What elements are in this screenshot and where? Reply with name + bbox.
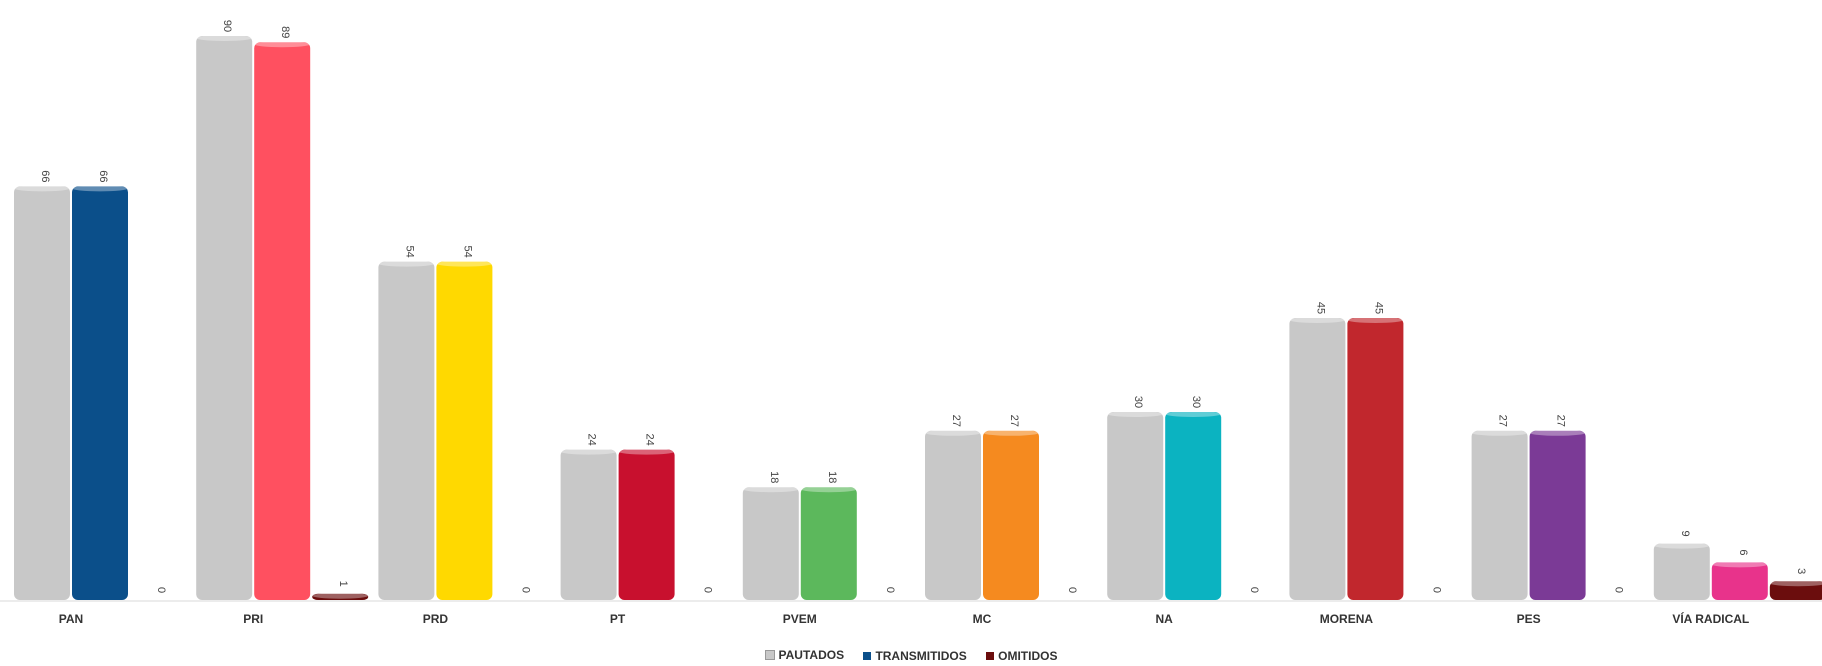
bar-pautados-na <box>1107 412 1164 600</box>
bar-cap-transmitidos-pri <box>254 41 311 48</box>
value-label-omitidos-pan: 0 <box>155 587 167 593</box>
value-label-omitidos-morena: 0 <box>1430 587 1442 593</box>
value-label-pautados-pt: 24 <box>586 433 598 445</box>
bar-transmitidos-mc <box>983 430 1039 600</box>
value-label-transmitidos-pes: 27 <box>1555 415 1567 427</box>
bar-cap-transmitidos-pt <box>618 448 675 455</box>
bar-cap-transmitidos-pan <box>72 185 128 192</box>
legend-swatch-pautados <box>764 650 775 660</box>
bar-cap-pautados-pt <box>560 448 617 455</box>
bar-cap-transmitidos-morena <box>1347 317 1404 323</box>
value-label-pautados-na: 30 <box>1132 396 1144 408</box>
bar-cap-pautados-na <box>1107 411 1164 417</box>
bar-cap-pautados-v-a-radical <box>1653 542 1710 549</box>
value-label-transmitidos-pan: 66 <box>97 170 109 182</box>
bar-transmitidos-pvem <box>800 487 857 600</box>
legend-label-transmitidos: TRANSMITIDOS <box>875 649 967 663</box>
bar-cap-pautados-mc <box>925 429 981 436</box>
category-label-na: NA <box>1156 612 1174 626</box>
bar-pautados-morena <box>1289 318 1346 600</box>
category-label-pvem: PVEM <box>783 612 817 626</box>
bar-cap-pautados-pri <box>196 35 253 41</box>
value-label-transmitidos-pvem: 18 <box>826 471 838 483</box>
bar-omitidos-pri <box>312 593 369 600</box>
value-label-omitidos-prd: 0 <box>519 587 531 593</box>
value-label-omitidos-pri: 1 <box>337 581 349 587</box>
bar-transmitidos-v-a-radical <box>1711 562 1768 600</box>
bar-omitidos-v-a-radical <box>1769 581 1822 600</box>
bar-cap-pautados-pan <box>14 185 70 192</box>
bar-pautados-mc <box>925 430 981 600</box>
legend-item-omitidos: OMITIDOS <box>986 649 1057 663</box>
bar-transmitidos-pes <box>1529 430 1586 600</box>
bar-pautados-pvem <box>742 487 799 600</box>
bar-cap-omitidos-v-a-radical <box>1769 580 1822 587</box>
bar-transmitidos-pt <box>618 449 675 600</box>
category-label-prd: PRD <box>423 612 449 626</box>
value-label-pautados-pes: 27 <box>1497 415 1509 427</box>
value-label-pautados-mc: 27 <box>950 415 962 427</box>
value-label-transmitidos-pt: 24 <box>644 433 656 445</box>
legend-label-omitidos: OMITIDOS <box>998 649 1058 663</box>
bar-cap-pautados-prd <box>378 260 435 267</box>
category-label-v-a-radical: VÍA RADICAL <box>1672 611 1749 626</box>
category-label-pt: PT <box>610 612 626 626</box>
bar-transmitidos-pri <box>254 42 311 601</box>
value-label-transmitidos-na: 30 <box>1190 396 1202 408</box>
bar-cap-transmitidos-na <box>1165 411 1222 417</box>
value-label-transmitidos-prd: 54 <box>461 245 473 257</box>
value-label-omitidos-mc: 0 <box>1066 587 1078 593</box>
value-label-pautados-v-a-radical: 9 <box>1679 531 1691 537</box>
value-label-omitidos-v-a-radical: 3 <box>1795 568 1807 574</box>
bar-cap-transmitidos-pes <box>1529 429 1586 436</box>
bar-pautados-pan <box>14 186 70 600</box>
bar-cap-transmitidos-pvem <box>800 486 857 493</box>
bar-cap-pautados-morena <box>1289 317 1346 323</box>
legend-swatch-transmitidos <box>863 652 872 660</box>
category-label-pan: PAN <box>59 612 83 626</box>
legend-label-pautados: PAUTADOS <box>778 648 845 662</box>
category-label-pes: PES <box>1517 612 1541 626</box>
value-label-pautados-pvem: 18 <box>768 471 780 483</box>
bar-pautados-v-a-radical <box>1653 543 1710 600</box>
value-label-omitidos-na: 0 <box>1248 587 1260 593</box>
bar-transmitidos-na <box>1165 412 1222 600</box>
value-label-transmitidos-pri: 89 <box>279 26 291 38</box>
bar-cap-pautados-pvem <box>742 486 799 493</box>
bar-pautados-prd <box>378 261 435 600</box>
bar-cap-transmitidos-mc <box>983 429 1039 436</box>
value-label-pautados-pan: 66 <box>39 170 51 182</box>
value-label-omitidos-pvem: 0 <box>884 587 896 593</box>
bar-transmitidos-pan <box>72 186 128 600</box>
legend-item-pautados: PAUTADOS <box>764 648 845 662</box>
legend: PAUTADOS TRANSMITIDOS OMITIDOS <box>0 648 1822 663</box>
value-label-transmitidos-v-a-radical: 6 <box>1737 549 1749 555</box>
value-label-transmitidos-mc: 27 <box>1008 415 1020 427</box>
bar-pautados-pes <box>1471 430 1528 600</box>
legend-item-transmitidos: TRANSMITIDOS <box>863 649 967 663</box>
bar-cap-transmitidos-v-a-radical <box>1711 561 1768 568</box>
bars-layer <box>14 35 1822 601</box>
category-label-morena: MORENA <box>1320 612 1374 626</box>
category-label-mc: MC <box>973 612 992 626</box>
bar-cap-pautados-pes <box>1471 429 1528 436</box>
value-label-transmitidos-morena: 45 <box>1372 302 1384 314</box>
bar-cap-omitidos-pri <box>312 592 369 599</box>
bar-transmitidos-morena <box>1347 318 1404 600</box>
value-label-pautados-pri: 90 <box>221 20 233 32</box>
bar-pautados-pri <box>196 36 253 600</box>
category-label-pri: PRI <box>243 612 263 626</box>
value-label-pautados-morena: 45 <box>1314 302 1326 314</box>
bar-transmitidos-prd <box>436 261 493 600</box>
value-label-pautados-prd: 54 <box>403 245 415 257</box>
legend-swatch-omitidos <box>986 652 995 660</box>
value-label-omitidos-pes: 0 <box>1613 587 1625 593</box>
bar-pautados-pt <box>560 449 617 600</box>
value-label-omitidos-pt: 0 <box>702 587 714 593</box>
bar-cap-transmitidos-prd <box>436 260 493 267</box>
